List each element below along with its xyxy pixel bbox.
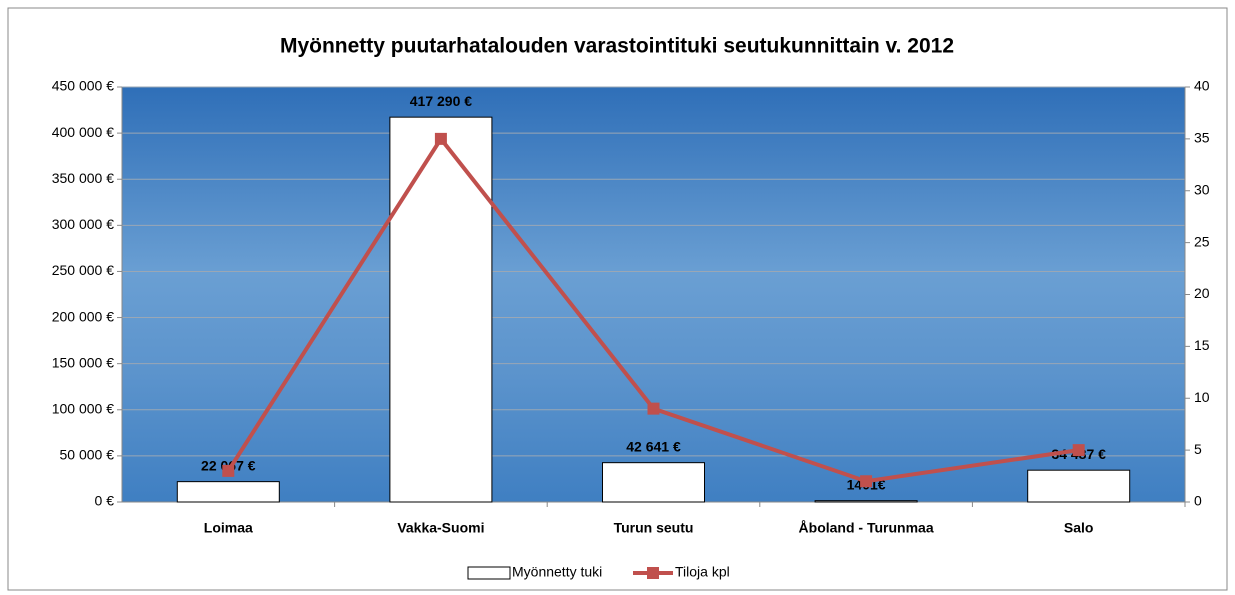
- line-marker: [1072, 444, 1085, 457]
- line-marker: [860, 475, 873, 488]
- y-tick-label: 0 €: [95, 493, 115, 509]
- y2-tick-label: 20: [1194, 285, 1210, 301]
- y-tick-label: 200 000 €: [52, 308, 114, 324]
- line-marker: [647, 402, 660, 415]
- bar: [389, 116, 493, 503]
- y2-tick-label: 25: [1194, 233, 1210, 249]
- y2-tick-label: 5: [1194, 441, 1202, 457]
- bar: [1027, 469, 1131, 503]
- y-tick-label: 100 000 €: [52, 400, 114, 416]
- bar: [602, 462, 705, 503]
- bar: [814, 500, 918, 503]
- y-tick-label: 250 000 €: [52, 262, 114, 278]
- y2-tick-label: 40: [1194, 78, 1210, 94]
- y2-tick-label: 30: [1194, 181, 1210, 197]
- x-tick-label: Turun seutu: [614, 520, 694, 536]
- value-label: 417 290 €: [410, 93, 472, 109]
- x-tick-label: Vakka-Suomi: [397, 520, 484, 536]
- y-tick-label: 350 000 €: [52, 170, 114, 186]
- line-marker: [222, 464, 235, 477]
- legend-label: Myönnetty tuki: [512, 564, 602, 580]
- chart-title: Myönnetty puutarhatalouden varastointitu…: [280, 35, 954, 58]
- x-tick-label: Salo: [1064, 520, 1094, 536]
- y-tick-label: 450 000 €: [52, 78, 114, 94]
- y-tick-label: 400 000 €: [52, 124, 114, 140]
- legend-swatch: [467, 566, 511, 580]
- y2-tick-label: 0: [1194, 493, 1202, 509]
- y2-tick-label: 15: [1194, 337, 1210, 353]
- y-tick-label: 50 000 €: [60, 447, 115, 463]
- line-marker: [434, 132, 447, 145]
- y2-tick-label: 10: [1194, 389, 1210, 405]
- y-tick-label: 300 000 €: [52, 216, 114, 232]
- x-tick-label: Loimaa: [204, 520, 253, 536]
- bar: [176, 481, 280, 503]
- y2-tick-label: 35: [1194, 130, 1210, 146]
- legend-swatch: [647, 567, 659, 579]
- legend-label: Tiloja kpl: [675, 564, 730, 580]
- y-tick-label: 150 000 €: [52, 354, 114, 370]
- plot-area: [122, 87, 1185, 502]
- value-label: 42 641 €: [626, 438, 681, 454]
- x-tick-label: Åboland - Turunmaa: [799, 520, 934, 536]
